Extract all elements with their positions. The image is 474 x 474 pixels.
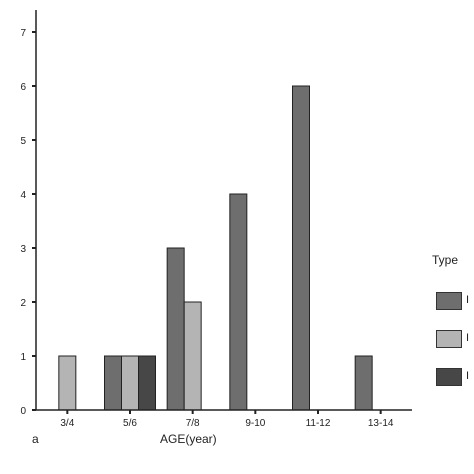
x-tick-label: 5/6 — [123, 418, 137, 429]
bar-9-10-series-1 — [229, 193, 248, 411]
x-tick-label: 3/4 — [60, 418, 74, 429]
y-tick-layer: 0 1 2 3 4 5 6 7 — [20, 28, 36, 417]
bar-11-12-series-1 — [292, 85, 310, 411]
y-tick-label: 5 — [20, 136, 26, 147]
x-tick-label: 9-10 — [245, 418, 265, 429]
y-tick-label: 3 — [20, 244, 26, 255]
bar-7-8-series-2 — [183, 301, 202, 411]
bars-layer — [58, 85, 373, 411]
x-tick-layer: 3/4 5/6 7/8 9-10 11-12 13-14 — [60, 410, 394, 429]
y-tick-label: 0 — [20, 406, 26, 417]
bar-5-6-series-1 — [104, 355, 122, 411]
legend-label-1: I — [466, 294, 470, 306]
bar-5-6-series-3 — [138, 355, 156, 411]
y-tick-label: 4 — [20, 190, 26, 201]
y-tick-label: 1 — [20, 352, 26, 363]
legend-title: Type — [432, 253, 459, 267]
x-tick-label: 7/8 — [186, 418, 200, 429]
x-tick-label: 11-12 — [306, 418, 331, 429]
axes-layer — [35, 10, 412, 411]
legend-label-2: I — [466, 332, 470, 344]
legend-label-3: I — [466, 370, 470, 382]
panel-label: a — [32, 432, 39, 446]
x-axis-label: AGE(year) — [160, 432, 217, 446]
x-tick-label: 13-14 — [368, 418, 394, 429]
bar-13-14-series-1 — [354, 355, 373, 411]
legend-swatch-1 — [436, 292, 462, 310]
legend-swatch-2 — [436, 330, 462, 348]
legend-swatch-3 — [436, 368, 462, 386]
bar-5-6-series-2 — [121, 355, 139, 411]
bar-7-8-series-1 — [166, 247, 185, 411]
y-tick-label: 2 — [20, 298, 26, 309]
bar-3-4-series-2 — [58, 355, 77, 411]
y-tick-label: 7 — [20, 28, 26, 39]
y-tick-label: 6 — [20, 82, 26, 93]
